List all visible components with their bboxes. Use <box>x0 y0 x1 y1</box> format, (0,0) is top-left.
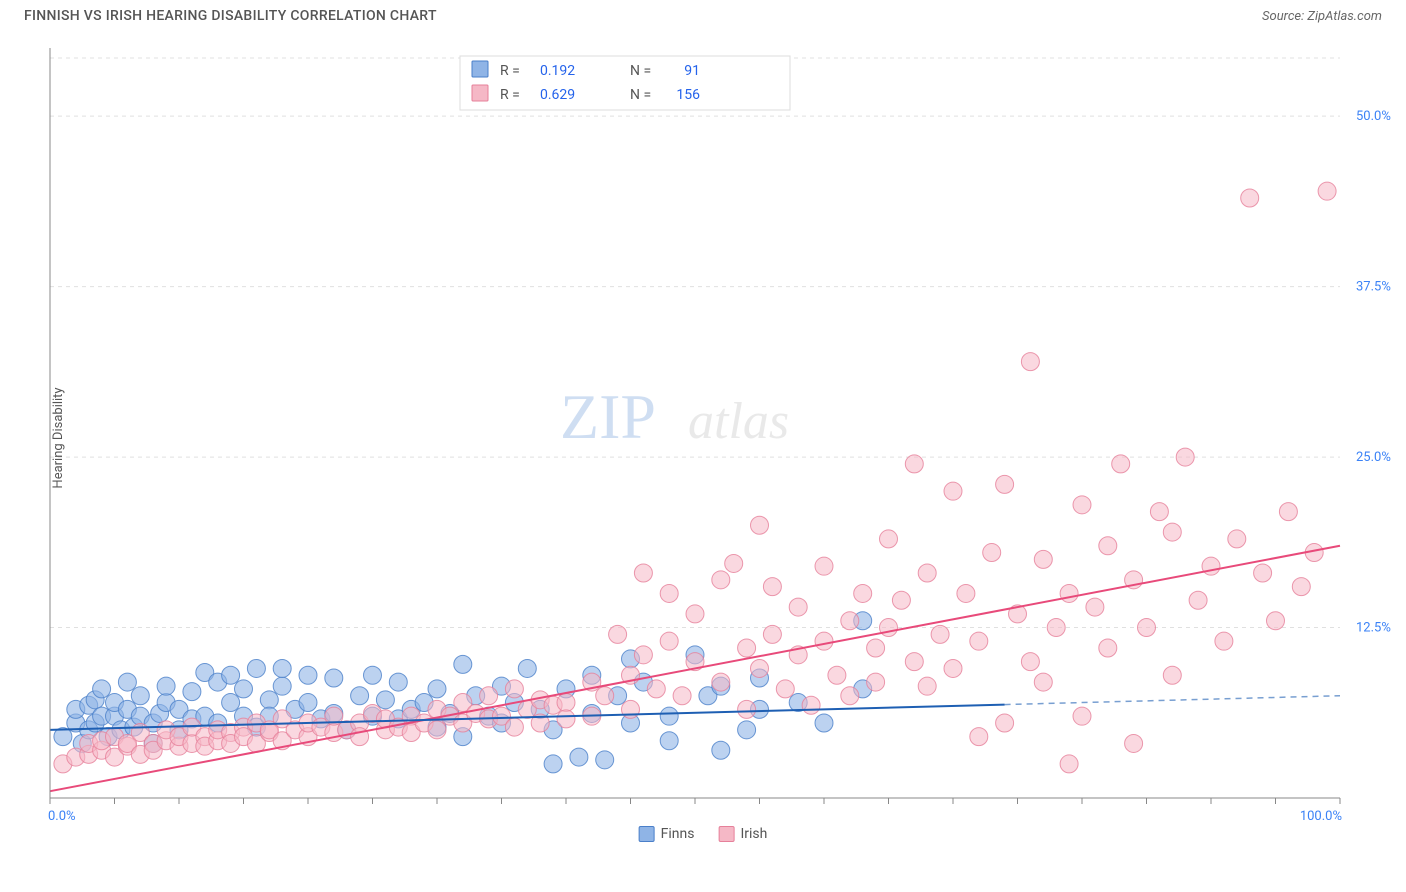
chart-area: Hearing Disability 12.5% 25.0% 37.5% 50.0% Z… <box>0 28 1406 848</box>
legend-swatch-finns <box>639 826 655 842</box>
svg-text:0.629: 0.629 <box>540 87 575 103</box>
svg-text:156: 156 <box>676 87 700 103</box>
svg-text:0.0%: 0.0% <box>48 809 76 824</box>
svg-text:50.0%: 50.0% <box>1356 109 1391 124</box>
svg-text:N =: N = <box>630 87 651 103</box>
svg-text:37.5%: 37.5% <box>1356 280 1391 295</box>
svg-text:100.0%: 100.0% <box>1300 809 1342 824</box>
svg-text:0.192: 0.192 <box>540 63 575 79</box>
chart-source: Source: ZipAtlas.com <box>1262 9 1382 24</box>
legend-swatch-irish <box>718 826 734 842</box>
legend-item-irish: Irish <box>718 826 767 842</box>
chart-header: FINNISH VS IRISH HEARING DISABILITY CORR… <box>0 0 1406 28</box>
legend-label-finns: Finns <box>661 826 695 842</box>
svg-text:atlas: atlas <box>688 393 789 450</box>
legend-label-irish: Irish <box>740 826 767 842</box>
chart-title: FINNISH VS IRISH HEARING DISABILITY CORR… <box>24 8 437 24</box>
legend-item-finns: Finns <box>639 826 695 842</box>
svg-text:N =: N = <box>630 63 651 79</box>
svg-text:91: 91 <box>684 63 700 79</box>
series-legend: Finns Irish <box>639 826 768 842</box>
y-axis-label: Hearing Disability <box>51 387 66 488</box>
svg-text:R =: R = <box>500 87 520 103</box>
svg-text:12.5%: 12.5% <box>1356 621 1391 636</box>
svg-text:R =: R = <box>500 63 520 79</box>
svg-text:25.0%: 25.0% <box>1356 450 1391 465</box>
svg-text:ZIP: ZIP <box>560 381 656 452</box>
scatter-chart-svg: 12.5% 25.0% 37.5% 50.0% ZIP atlas 0.0% 100.0% R … <box>0 28 1406 848</box>
